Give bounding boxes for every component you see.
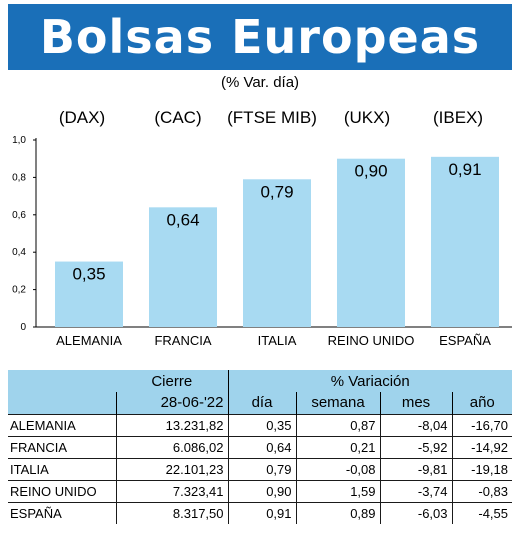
index-codes: (DAX) (CAC) (FTSE MIB) (UKX) (IBEX) [0,108,520,130]
title-banner: Bolsas Europeas [8,4,512,70]
cell-cierre: 8.317,50 [115,501,228,524]
index-code-cac: (CAC) [154,108,202,127]
index-code-ukx: (UKX) [343,108,391,127]
cell-name: REINO UNIDO [8,479,116,502]
y-tick-label: 1,0 [12,135,26,146]
cell-dia: 0,90 [227,479,296,502]
y-tick-label: 0,6 [12,210,26,221]
y-tick-label: 0,2 [12,285,26,296]
cell-dia: 0,35 [227,413,296,436]
cell-name: FRANCIA [8,435,116,458]
cell-semana: 1,59 [295,479,380,502]
index-code-ibex: (IBEX) [432,108,484,127]
cell-name: ALEMANIA [8,413,116,436]
cell-mes: -6,03 [379,501,452,524]
cell-dia: 0,91 [227,501,296,524]
y-tick-label: 0 [20,322,26,333]
bar-chart: 0 0,2 0,4 0,6 0,8 1,0 0,35 ALEMANIA 0,64 FRANCIA 0… [12,135,512,348]
bar-value-label: 0,79 [260,182,293,201]
quotes-table: Cierre % Variación 28-06-'22 día semana … [8,370,512,524]
index-code-ftse-mib: (FTSE MIB) [227,108,317,127]
table-row: ESPAÑA 8.317,50 0,91 0,89 -6,03 -4,55 [8,501,512,524]
cell-ano: -19,18 [451,457,512,480]
x-category-label: REINO UNIDO [328,333,415,348]
bar [431,156,499,327]
cell-semana: 0,89 [295,501,380,524]
header-semana: semana [295,392,380,414]
x-category-label: ALEMANIA [56,333,122,348]
cell-dia: 0,64 [227,435,296,458]
table-row: ALEMANIA 13.231,82 0,35 0,87 -8,04 -16,70 [8,413,512,436]
bar-value-label: 0,90 [354,162,387,181]
cell-semana: -0,08 [295,457,380,480]
cell-cierre: 22.101,23 [115,457,228,480]
cell-ano: -4,55 [451,501,512,524]
table-row: REINO UNIDO 7.323,41 0,90 1,59 -3,74 -0,83 [8,479,512,502]
cell-cierre: 13.231,82 [115,413,228,436]
cell-name: ITALIA [8,457,116,480]
table-group-header: Cierre % Variación [8,370,512,392]
bar [149,207,217,327]
bar-value-label: 0,91 [448,160,481,179]
cell-mes: -8,04 [379,413,452,436]
cell-cierre: 7.323,41 [115,479,228,502]
cell-mes: -9,81 [379,457,452,480]
y-tick-label: 0,4 [12,247,26,258]
header-date: 28-06-'22 [115,392,228,414]
cell-dia: 0,79 [227,457,296,480]
header-ano: año [451,392,512,414]
cell-mes: -5,92 [379,435,452,458]
cell-ano: -16,70 [451,413,512,436]
header-dia: día [227,392,296,414]
cell-semana: 0,87 [295,413,380,436]
bar [243,179,311,327]
y-tick-label: 0,8 [12,172,26,183]
header-variacion: % Variación [227,370,512,392]
chart-subtitle: (% Var. día) [220,74,300,91]
table-body: ALEMANIA 13.231,82 0,35 0,87 -8,04 -16,70 FRAN… [8,413,512,524]
bar-value-label: 0,64 [166,210,199,229]
cell-ano: -0,83 [451,479,512,502]
table-row: ITALIA 22.101,23 0,79 -0,08 -9,81 -19,18 [8,457,512,480]
bar-value-label: 0,35 [72,265,105,284]
cell-semana: 0,21 [295,435,380,458]
cell-mes: -3,74 [379,479,452,502]
table-row: FRANCIA 6.086,02 0,64 0,21 -5,92 -14,92 [8,435,512,458]
bar [337,158,405,327]
x-category-label: FRANCIA [154,333,211,348]
header-mes: mes [379,392,452,414]
index-code-dax: (DAX) [58,108,106,127]
header-cierre: Cierre [116,370,228,392]
cell-cierre: 6.086,02 [115,435,228,458]
cell-name: ESPAÑA [8,501,116,524]
cell-ano: -14,92 [451,435,512,458]
x-category-label: ESPAÑA [439,333,491,348]
x-category-label: ITALIA [258,333,297,348]
page-title: Bolsas Europeas [39,10,481,64]
bar [55,261,123,327]
table-column-header: 28-06-'22 día semana mes año [8,392,512,414]
